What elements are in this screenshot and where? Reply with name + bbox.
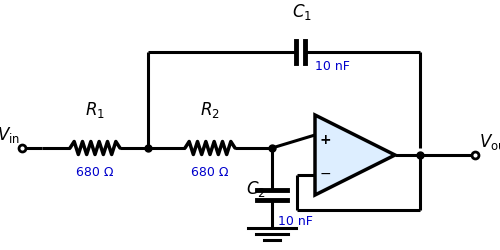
Text: $V_\mathrm{out}$: $V_\mathrm{out}$ xyxy=(479,132,500,152)
Text: 680 Ω: 680 Ω xyxy=(76,166,114,179)
Text: $R_1$: $R_1$ xyxy=(85,100,105,120)
Polygon shape xyxy=(315,115,395,195)
Text: 10 nF: 10 nF xyxy=(278,215,313,228)
Text: $R_2$: $R_2$ xyxy=(200,100,220,120)
Text: $C_2$: $C_2$ xyxy=(246,179,266,199)
Text: $-$: $-$ xyxy=(319,166,331,180)
Text: $C_1$: $C_1$ xyxy=(292,2,312,22)
Text: +: + xyxy=(319,133,331,147)
Text: 680 Ω: 680 Ω xyxy=(191,166,229,179)
Text: 10 nF: 10 nF xyxy=(315,60,350,73)
Text: $V_\mathrm{in}$: $V_\mathrm{in}$ xyxy=(0,125,20,145)
